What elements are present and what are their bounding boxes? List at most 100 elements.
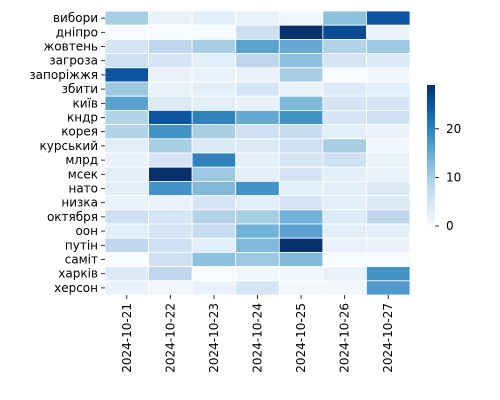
- row-label: нато: [68, 182, 98, 196]
- heatmap-cell: [278, 110, 324, 126]
- column-label: 2024-10-24: [251, 303, 265, 373]
- heatmap-cell: [235, 180, 280, 196]
- column-label: 2024-10-23: [207, 303, 221, 373]
- heatmap-cell: [235, 81, 280, 97]
- heatmap-cell: [235, 10, 280, 26]
- row-label: низка: [61, 196, 98, 210]
- heatmap-cell: [235, 124, 280, 140]
- heatmap-cell: [191, 67, 237, 83]
- heatmap-cell: [322, 280, 367, 296]
- heatmap-cell: [278, 124, 324, 140]
- colorbar-tick-label: 10: [446, 170, 461, 184]
- column-label: 2024-10-25: [294, 303, 308, 373]
- heatmap-cell: [278, 53, 324, 69]
- heatmap-cell: [191, 251, 237, 267]
- heatmap-cell: [148, 39, 193, 55]
- heatmap-cell: [104, 266, 149, 282]
- heatmap-cell: [148, 266, 193, 282]
- heatmap-cell: [104, 110, 149, 126]
- row-label: саміт: [65, 253, 98, 267]
- heatmap-cell: [278, 138, 324, 154]
- heatmap-cell: [235, 195, 280, 211]
- heatmap-cell: [322, 166, 367, 182]
- heatmap-cell: [322, 10, 367, 26]
- heatmap-cell: [148, 280, 193, 296]
- heatmap-cell: [191, 53, 237, 69]
- heatmap-cell: [148, 124, 193, 140]
- row-label: збити: [62, 82, 98, 96]
- row-label: запоріжжя: [29, 68, 98, 82]
- heatmap-cell: [104, 195, 149, 211]
- heatmap-cell: [322, 81, 367, 97]
- heatmap-cell: [191, 138, 237, 154]
- heatmap-cell: [235, 209, 280, 225]
- heatmap-cell: [235, 138, 280, 154]
- heatmap-cell: [322, 180, 367, 196]
- heatmap-cell: [191, 152, 237, 168]
- heatmap-cell: [148, 67, 193, 83]
- heatmap-cell: [366, 124, 411, 140]
- heatmap-cell: [235, 237, 280, 253]
- heatmap-cell: [366, 251, 411, 267]
- heatmap-cell: [278, 10, 324, 26]
- heatmap-cell: [278, 195, 324, 211]
- heatmap-cell: [191, 24, 237, 40]
- heatmap-cell: [148, 152, 193, 168]
- heatmap-cell: [104, 209, 149, 225]
- heatmap-cell: [278, 280, 324, 296]
- heatmap-cell: [322, 39, 367, 55]
- row-label: жовтень: [43, 40, 98, 54]
- row-label: кндр: [67, 111, 98, 125]
- heatmap-cell: [148, 180, 193, 196]
- heatmap-cell: [322, 124, 367, 140]
- colorbar-ticks: 0 10 20: [435, 122, 461, 233]
- heatmap-cell: [366, 223, 411, 239]
- heatmap-cell: [148, 166, 193, 182]
- heatmap-cell: [322, 209, 367, 225]
- heatmap-cell: [278, 251, 324, 267]
- row-label: харків: [58, 267, 98, 281]
- heatmap-cell: [322, 95, 367, 111]
- heatmap-cell: [104, 10, 149, 26]
- heatmap-cell: [191, 110, 237, 126]
- heatmap-cell: [235, 166, 280, 182]
- heatmap-cell: [148, 138, 193, 154]
- heatmap-cell: [104, 166, 149, 182]
- heatmap-cell: [191, 124, 237, 140]
- heatmap-cell: [366, 152, 411, 168]
- heatmap-cell: [104, 39, 149, 55]
- heatmap-cell: [366, 81, 411, 97]
- heatmap-cell: [366, 39, 411, 55]
- heatmap-cell: [104, 95, 149, 111]
- heatmap-cell: [235, 24, 280, 40]
- heatmap-cell: [366, 10, 411, 26]
- colorbar: 0 10 20: [427, 85, 461, 233]
- row-label: дніпро: [56, 25, 98, 39]
- row-label: оон: [75, 224, 98, 238]
- heatmap-cell: [278, 67, 324, 83]
- heatmap-cell: [322, 138, 367, 154]
- heatmap-cell: [191, 266, 237, 282]
- heatmap-cell: [366, 53, 411, 69]
- heatmap-cells: [104, 10, 411, 296]
- heatmap-cell: [278, 209, 324, 225]
- heatmap-cell: [322, 110, 367, 126]
- heatmap-cell: [104, 81, 149, 97]
- heatmap-cell: [322, 24, 367, 40]
- heatmap-cell: [191, 209, 237, 225]
- heatmap-cell: [278, 180, 324, 196]
- heatmap-cell: [278, 39, 324, 55]
- heatmap-cell: [148, 251, 193, 267]
- heatmap-cell: [104, 237, 149, 253]
- column-label: 2024-10-27: [381, 303, 395, 373]
- heatmap-cell: [148, 237, 193, 253]
- heatmap-cell: [148, 53, 193, 69]
- row-label: корея: [61, 125, 98, 139]
- heatmap-cell: [322, 266, 367, 282]
- heatmap-cell: [366, 95, 411, 111]
- heatmap-cell: [104, 124, 149, 140]
- heatmap-cell: [366, 266, 411, 282]
- heatmap-cell: [366, 138, 411, 154]
- column-label: 2024-10-26: [338, 303, 352, 373]
- column-labels: 2024-10-21 2024-10-22 2024-10-23 2024-10-24…: [120, 295, 395, 373]
